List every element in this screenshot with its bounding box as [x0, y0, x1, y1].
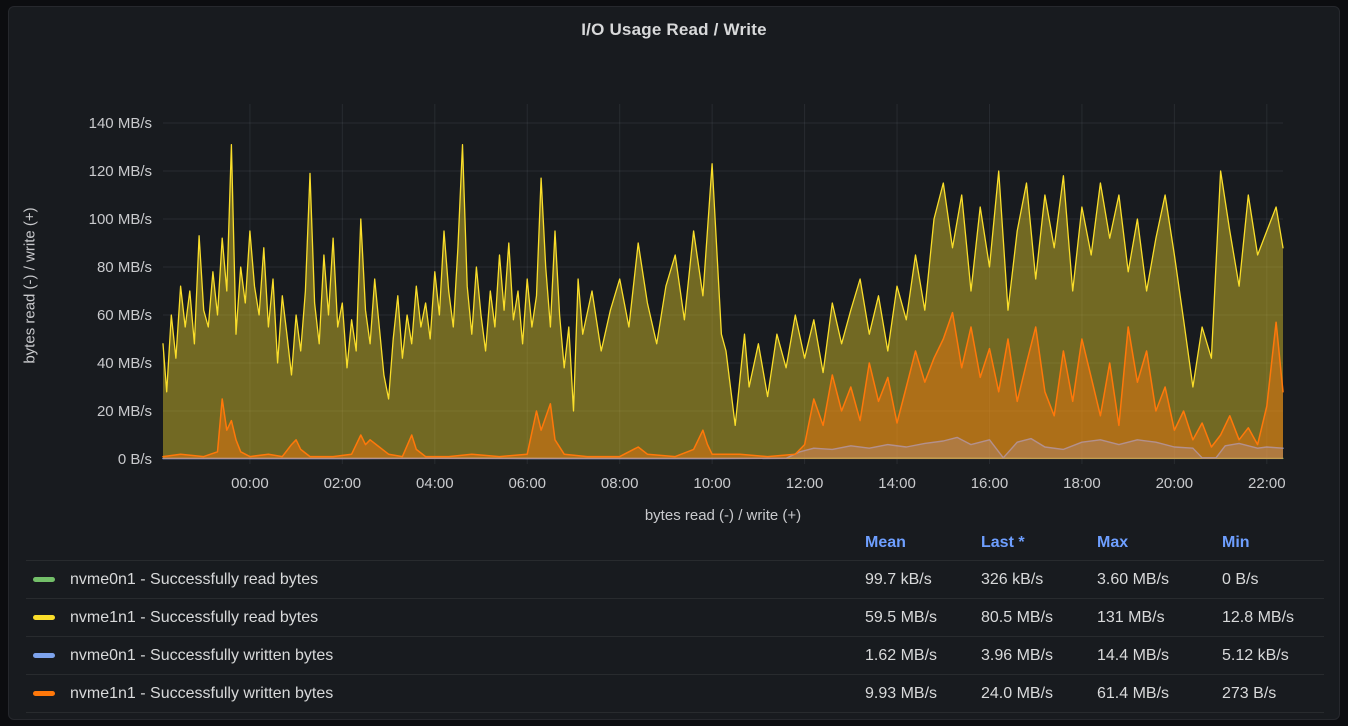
io-usage-chart[interactable]: 0 B/s 20 MB/s 40 MB/s 60 MB/s 80 MB/s 100 MB/… [0, 0, 1348, 530]
series-label[interactable]: nvme1n1 - Successfully written bytes [70, 684, 334, 702]
panel-title[interactable]: I/O Usage Read / Write [581, 20, 767, 39]
y-tick-label: 20 MB/s [97, 403, 152, 420]
y-tick-label: 40 MB/s [97, 355, 152, 372]
x-tick-label: 06:00 [508, 475, 546, 492]
mean-value: 59.5 MB/s [865, 608, 938, 626]
legend-table: Mean Last * Max Min nvme0n1 - Successful… [26, 526, 1324, 713]
max-value: 131 MB/s [1097, 608, 1165, 626]
x-axis-title: bytes read (-) / write (+) [644, 507, 802, 524]
series-label[interactable]: nvme0n1 - Successfully written bytes [70, 646, 334, 664]
mean-value: 9.93 MB/s [865, 684, 938, 702]
max-value: 14.4 MB/s [1097, 646, 1170, 664]
y-tick-label: 60 MB/s [97, 307, 152, 324]
legend-row-nvme0n1-read[interactable]: nvme0n1 - Successfully read bytes 99.7 k… [26, 560, 1324, 598]
series-fill-nvme1n1-read [163, 144, 1283, 459]
legend-col-min[interactable]: Min [1222, 534, 1250, 551]
last-value: 3.96 MB/s [981, 646, 1054, 664]
series-fill-nvme0n1-written [163, 437, 1283, 459]
mean-value: 99.7 kB/s [865, 570, 932, 588]
x-tick-label: 18:00 [1063, 475, 1101, 492]
legend-row-nvme1n1-written[interactable]: nvme1n1 - Successfully written bytes 9.9… [26, 674, 1324, 713]
last-value: 326 kB/s [981, 570, 1044, 588]
x-tick-label: 20:00 [1156, 475, 1194, 492]
series-line-nvme0n1-written [162, 436, 1284, 460]
legend-row-nvme0n1-written[interactable]: nvme0n1 - Successfully written bytes 1.6… [26, 636, 1324, 674]
x-tick-label: 12:00 [786, 475, 824, 492]
series-line-nvme1n1-written [162, 311, 1284, 458]
legend-col-max[interactable]: Max [1097, 534, 1129, 551]
series-color-swatch [33, 615, 55, 620]
legend-col-mean[interactable]: Mean [865, 534, 906, 551]
x-tick-label: 16:00 [971, 475, 1009, 492]
min-value: 273 B/s [1222, 684, 1277, 702]
x-tick-label: 02:00 [324, 475, 362, 492]
x-tick-label: 10:00 [693, 475, 731, 492]
series-color-swatch [33, 691, 55, 696]
y-tick-label: 0 B/s [118, 451, 152, 468]
series-color-swatch [33, 653, 55, 658]
series-line-nvme1n1-read [162, 143, 1284, 427]
legend-col-last[interactable]: Last * [981, 534, 1025, 551]
y-axis-title: bytes read (-) / write (+) [21, 207, 39, 364]
x-tick-label: 08:00 [601, 475, 639, 492]
max-value: 3.60 MB/s [1097, 570, 1170, 588]
legend-header: Mean Last * Max Min [26, 526, 1324, 560]
min-value: 12.8 MB/s [1222, 608, 1295, 626]
legend-row-nvme1n1-read[interactable]: nvme1n1 - Successfully read bytes 59.5 M… [26, 598, 1324, 636]
y-tick-label: 140 MB/s [89, 115, 152, 132]
series-label[interactable]: nvme0n1 - Successfully read bytes [70, 570, 319, 588]
y-tick-label: 100 MB/s [89, 211, 152, 228]
series-color-swatch [33, 577, 55, 582]
max-value: 61.4 MB/s [1097, 684, 1170, 702]
min-value: 5.12 kB/s [1222, 646, 1289, 664]
y-tick-label: 120 MB/s [89, 163, 152, 180]
mean-value: 1.62 MB/s [865, 646, 938, 664]
io-usage-panel [8, 6, 1340, 720]
series-label[interactable]: nvme1n1 - Successfully read bytes [70, 608, 319, 626]
last-value: 80.5 MB/s [981, 608, 1054, 626]
x-tick-label: 00:00 [231, 475, 269, 492]
y-tick-label: 80 MB/s [97, 259, 152, 276]
series-fill-nvme1n1-written [163, 312, 1283, 459]
x-tick-label: 22:00 [1248, 475, 1286, 492]
last-value: 24.0 MB/s [981, 684, 1054, 702]
x-tick-label: 14:00 [878, 475, 916, 492]
min-value: 0 B/s [1222, 570, 1259, 588]
x-tick-label: 04:00 [416, 475, 454, 492]
